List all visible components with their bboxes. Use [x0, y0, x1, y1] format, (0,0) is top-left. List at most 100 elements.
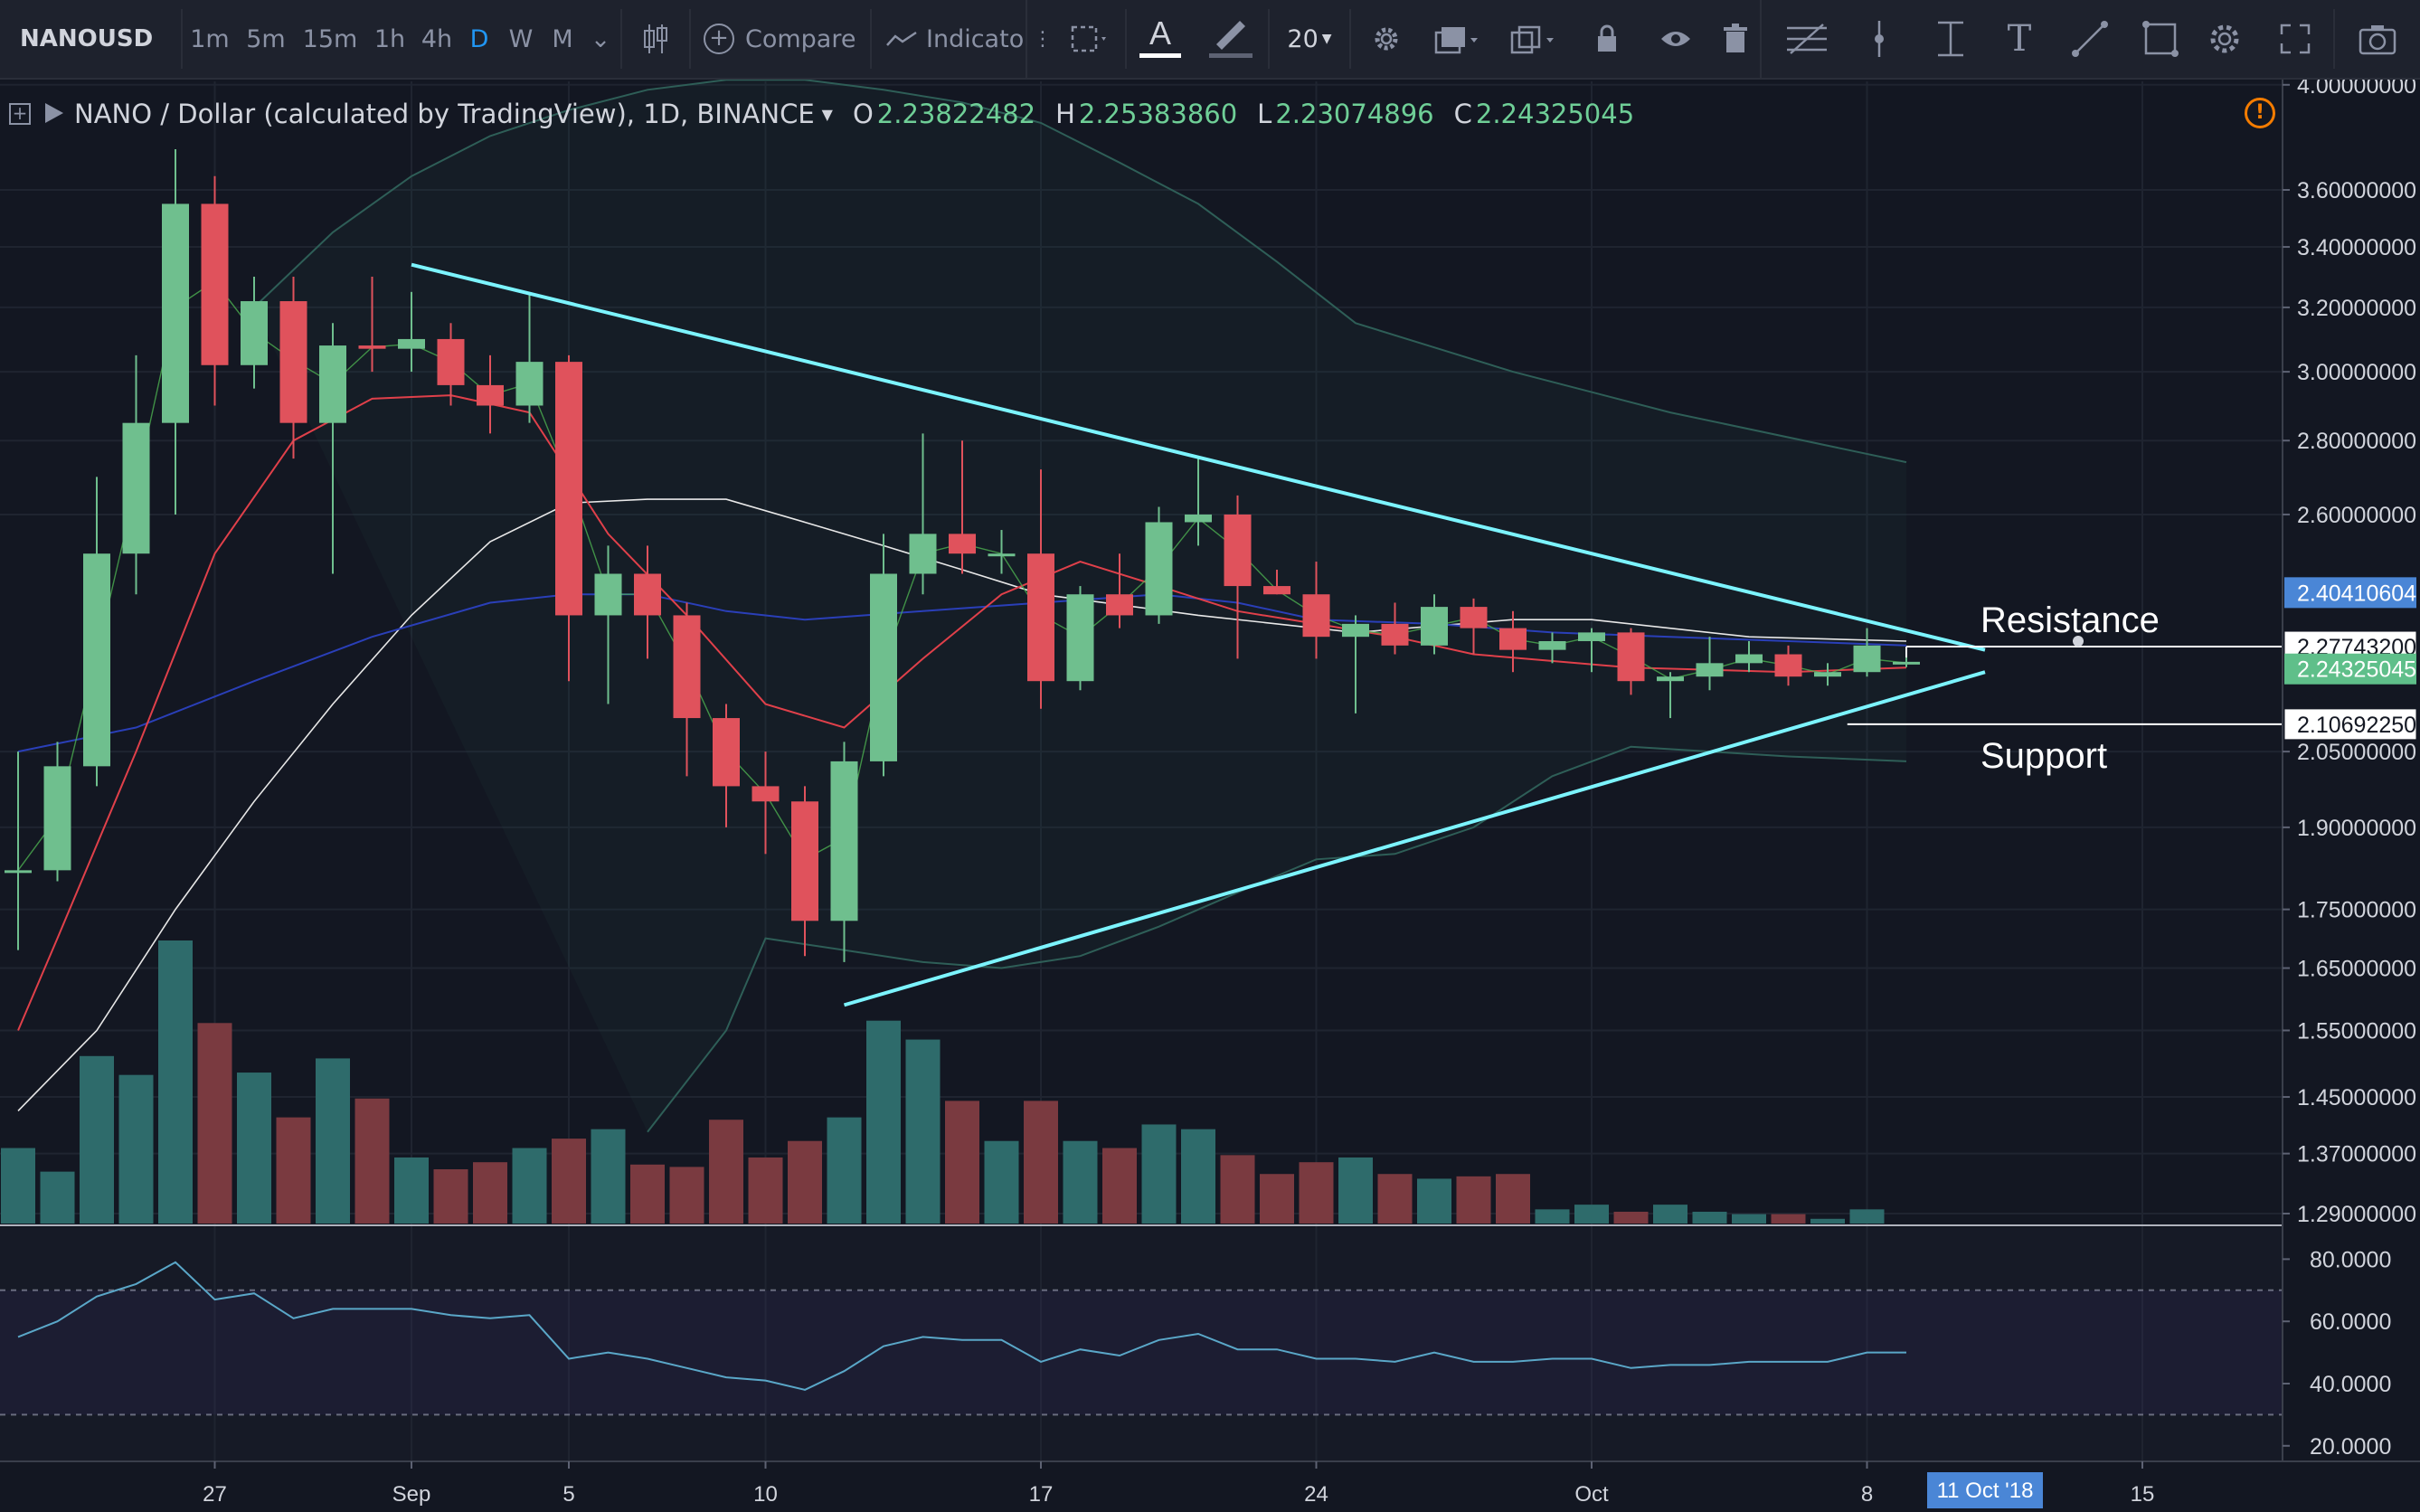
candle-body: [1302, 594, 1330, 638]
close-label: C: [1453, 99, 1472, 129]
candle-body: [830, 761, 858, 921]
camera-icon[interactable]: [2348, 0, 2407, 78]
selection-tool-icon[interactable]: [1058, 0, 1121, 78]
time-axis-label: 8: [1861, 1482, 1873, 1507]
candle-body: [5, 870, 32, 874]
candle-body: [1657, 676, 1684, 682]
candle-body: [1460, 607, 1488, 628]
volume-bar: [237, 1073, 271, 1224]
candle-body: [909, 534, 937, 574]
indicators-button[interactable]: Indicato: [886, 0, 1031, 78]
candle-body: [83, 553, 110, 767]
eye-icon[interactable]: [1648, 0, 1704, 78]
fullscreen-icon[interactable]: [2268, 0, 2322, 78]
candle-body: [437, 338, 465, 385]
volume-bar: [1849, 1209, 1885, 1224]
interval-5m[interactable]: 5m: [246, 24, 286, 53]
layers-icon[interactable]: [1422, 0, 1494, 78]
lock-icon[interactable]: [1579, 0, 1635, 78]
volume-bar: [1063, 1140, 1098, 1224]
toolbar-divider: [1125, 9, 1127, 69]
candle-body: [752, 786, 780, 802]
candle-body: [477, 384, 504, 406]
support-label: Support: [1980, 736, 2107, 776]
candle-body: [1735, 654, 1763, 664]
volume-bar: [1732, 1214, 1766, 1224]
resistance-label: Resistance: [1980, 600, 2160, 640]
font-size-value: 20: [1287, 24, 1319, 53]
trend-line-tool-icon[interactable]: [2060, 0, 2120, 78]
interval-1h[interactable]: 1h: [373, 24, 406, 53]
interval-1m[interactable]: 1m: [190, 24, 230, 53]
price-axis-label: 2.60000000: [2297, 503, 2416, 528]
candle-body: [1853, 645, 1881, 673]
gear-icon[interactable]: [1357, 0, 1416, 78]
interval-week[interactable]: W: [508, 24, 534, 53]
collapse-icon[interactable]: +: [9, 103, 31, 125]
warning-icon[interactable]: !: [2245, 98, 2275, 128]
toolbar-divider: [1268, 9, 1270, 69]
symbol-search[interactable]: NANOUSD: [20, 25, 154, 52]
interval-day[interactable]: D: [469, 24, 489, 53]
volume-bar: [1141, 1124, 1177, 1224]
resistance-anchor-dot: [2073, 636, 2084, 647]
volume-bar: [827, 1117, 862, 1224]
candle-body: [1774, 654, 1802, 677]
drag-handle-icon[interactable]: ⋮: [1033, 27, 1053, 51]
high-label: H: [1055, 99, 1075, 129]
text-tool-icon[interactable]: T: [2007, 18, 2032, 60]
volume-bar: [276, 1117, 311, 1224]
line-color-icon[interactable]: [1199, 0, 1262, 78]
candle-body: [988, 553, 1016, 557]
volume-bar: [316, 1058, 350, 1224]
volume-bar: [158, 940, 193, 1224]
volume-bar: [512, 1148, 547, 1224]
price-axis-label: 2.80000000: [2297, 429, 2416, 454]
candle-body: [634, 573, 661, 616]
candle-style-icon[interactable]: [633, 0, 678, 78]
candle-body: [1185, 514, 1212, 523]
flag-icon[interactable]: [45, 103, 63, 123]
text-color-icon[interactable]: A: [1130, 0, 1190, 78]
support-trendline: [843, 670, 1986, 1007]
fib-tool-icon[interactable]: [1771, 0, 1843, 78]
chevron-down-icon[interactable]: ⌄: [590, 24, 611, 53]
volume-bar: [788, 1140, 822, 1224]
indicator-wave-icon: [886, 31, 917, 46]
volume-bar: [197, 1023, 232, 1224]
interval-15m[interactable]: 15m: [302, 24, 358, 53]
clone-icon[interactable]: [1498, 0, 1570, 78]
rsi-pane-background: [0, 1228, 2283, 1461]
price-axis-label: 1.90000000: [2297, 816, 2416, 841]
interval-month[interactable]: M: [552, 24, 573, 53]
candle-body: [1578, 632, 1605, 641]
price-axis-label: 3.20000000: [2297, 296, 2416, 321]
volume-bar: [394, 1157, 429, 1224]
rectangle-tool-icon[interactable]: [2131, 0, 2190, 78]
series-title[interactable]: NANO / Dollar (calculated by TradingView…: [74, 99, 815, 129]
caret-down-icon[interactable]: ▼: [821, 105, 833, 123]
font-size-select[interactable]: 20 ▼: [1273, 0, 1346, 78]
candle-body: [1538, 640, 1566, 650]
caret-down-icon: ▼: [1321, 32, 1332, 46]
price-tag-box: [2284, 577, 2416, 609]
volume-bar: [1810, 1218, 1845, 1224]
candle-body: [1381, 623, 1409, 646]
trash-icon[interactable]: [1707, 0, 1763, 78]
plus-circle-icon: +: [704, 24, 734, 54]
candle-body: [1224, 514, 1252, 587]
vertical-line-tool-icon[interactable]: [1854, 0, 1905, 78]
volume-bar: [1496, 1174, 1530, 1224]
candle-body: [1066, 594, 1094, 682]
volume-bar: [473, 1162, 507, 1224]
open-value: 2.23822482: [876, 99, 1036, 129]
volume-bar: [1653, 1205, 1687, 1224]
range-tool-icon[interactable]: [1921, 0, 1980, 78]
compare-button[interactable]: + Compare: [704, 0, 866, 78]
candle-body: [673, 615, 701, 719]
candle-body: [555, 362, 582, 616]
settings-icon[interactable]: [2198, 0, 2252, 78]
volume-bar: [118, 1074, 154, 1224]
interval-4h[interactable]: 4h: [421, 24, 453, 53]
